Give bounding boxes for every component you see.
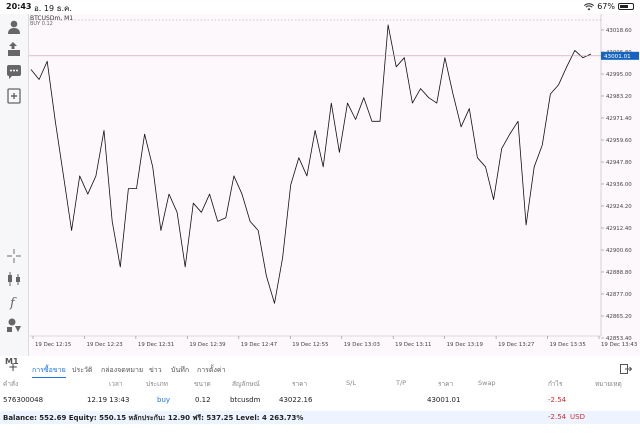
- y-tick-label: 42888.80: [606, 270, 632, 276]
- current-price-tag: [601, 51, 639, 60]
- y-tick-label: 42924.20: [606, 204, 632, 210]
- x-tick-label: 19 Dec 13:27: [498, 342, 534, 348]
- y-tick-label: 42912.40: [606, 226, 632, 232]
- function-icon[interactable]: f: [4, 292, 24, 312]
- order-symbol: btcusdm: [230, 396, 261, 404]
- y-tick-label: 42971.40: [606, 116, 632, 122]
- status-bar: 20:43 อ. 19 ธ.ค. 67%: [0, 0, 640, 14]
- trade-icon[interactable]: [4, 39, 24, 59]
- order-price-open: 43022.16: [279, 396, 313, 404]
- y-tick-label: 42947.80: [606, 160, 632, 166]
- chart-svg: 43018.6043006.8042995.0042983.2042971.40…: [29, 14, 639, 348]
- col-price-current: ราคา: [438, 380, 454, 388]
- col-type: ประเภท: [146, 380, 168, 388]
- chart-position-label: BUY 0.12: [30, 21, 53, 27]
- col-volume: ขนาด: [194, 380, 211, 388]
- chart-symbol: BTCUSDm, M1: [30, 15, 74, 22]
- x-tick-label: 19 Dec 12:15: [35, 342, 71, 348]
- x-tick-label: 19 Dec 13:43: [601, 342, 637, 348]
- order-profit: -2.54: [548, 396, 567, 404]
- col-order: คำสั่ง: [3, 380, 19, 388]
- objects-icon[interactable]: [4, 315, 24, 335]
- x-tick-label: 19 Dec 13:11: [395, 342, 431, 348]
- status-time: 20:43: [6, 2, 32, 11]
- col-time: เวลา: [109, 380, 123, 388]
- balance-summary: Balance: 552.69 Equity: 550.15 หลักประกั…: [3, 414, 304, 422]
- positions-header: คำสั่ง เวลา ประเภท ขนาด สัญลักษณ์ ราคา S…: [0, 379, 640, 391]
- y-tick-label: 42900.60: [606, 248, 632, 254]
- x-tick-label: 19 Dec 12:47: [241, 342, 277, 348]
- y-tick-label: 42936.00: [606, 182, 632, 188]
- timeframe-label[interactable]: M1: [5, 357, 19, 366]
- x-tick-label: 19 Dec 12:23: [86, 342, 122, 348]
- x-tick-label: 19 Dec 12:31: [138, 342, 174, 348]
- tab-trade[interactable]: การซื้อขาย: [32, 365, 66, 378]
- y-tick-label: 42959.60: [606, 138, 632, 144]
- y-tick-label: 42995.00: [606, 72, 632, 78]
- tab-news[interactable]: ข่าว: [149, 366, 162, 374]
- account-currency: USD: [570, 413, 585, 421]
- battery-percent: 67%: [597, 2, 615, 11]
- order-type: buy: [157, 396, 171, 404]
- col-profit: กำไร: [548, 380, 563, 388]
- order-price-current: 43001.01: [427, 396, 461, 404]
- export-icon[interactable]: [620, 364, 633, 376]
- x-tick-label: 19 Dec 13:19: [447, 342, 484, 348]
- col-symbol: สัญลักษณ์: [232, 380, 260, 388]
- total-profit: -2.54: [548, 413, 567, 421]
- terminal-tabs: + การซื้อขาย ประวัติ กล่องจดหมาย ข่าว บั…: [0, 360, 640, 378]
- col-comment: หมายเหตุ: [595, 380, 622, 388]
- x-tick-label: 19 Dec 13:03: [344, 342, 380, 348]
- y-tick-label: 42853.40: [606, 336, 632, 342]
- chat-icon[interactable]: [4, 62, 24, 82]
- battery-icon: [618, 3, 634, 10]
- price-series-line: [30, 24, 592, 304]
- x-tick-label: 19 Dec 13:35: [550, 342, 586, 348]
- tab-settings[interactable]: การตั้งค่า: [197, 366, 226, 374]
- y-tick-label: 43018.60: [606, 28, 632, 34]
- y-tick-label: 42983.20: [606, 94, 632, 100]
- x-tick-label: 19 Dec 12:39: [189, 342, 226, 348]
- col-price-open: ราคา: [292, 380, 308, 388]
- order-volume: 0.12: [195, 396, 211, 404]
- x-tick-label: 19 Dec 12:55: [292, 342, 328, 348]
- user-icon[interactable]: [4, 17, 24, 37]
- col-sl: S/L: [346, 379, 356, 387]
- y-tick-label: 42877.00: [606, 292, 632, 298]
- order-id: 576300048: [3, 396, 44, 404]
- wifi-icon: [584, 2, 595, 10]
- crosshair-icon[interactable]: [4, 246, 24, 266]
- tab-mailbox[interactable]: กล่องจดหมาย: [101, 366, 144, 374]
- left-toolbar: f M1: [0, 14, 28, 366]
- new-chart-icon[interactable]: [4, 86, 24, 106]
- candles-icon[interactable]: [4, 269, 24, 289]
- status-right: 67%: [584, 2, 634, 11]
- svg-text:f: f: [9, 296, 17, 310]
- table-row[interactable]: 576300048 12.19 13:43 buy 0.12 btcusdm 4…: [0, 396, 640, 408]
- current-price-label: 43001.01: [604, 54, 631, 60]
- y-tick-label: 42865.20: [606, 314, 632, 320]
- balance-bar: Balance: 552.69 Equity: 550.15 หลักประกั…: [0, 411, 640, 424]
- tab-history[interactable]: ประวัติ: [72, 366, 93, 374]
- order-time: 12.19 13:43: [87, 396, 130, 404]
- price-chart[interactable]: 43018.6043006.8042995.0042983.2042971.40…: [28, 14, 640, 356]
- col-tp: T/P: [396, 379, 407, 387]
- status-date: อ. 19 ธ.ค.: [34, 4, 72, 13]
- tab-journal[interactable]: บันทึก: [171, 366, 190, 374]
- add-icon[interactable]: +: [8, 360, 19, 374]
- col-swap: Swap: [478, 379, 496, 387]
